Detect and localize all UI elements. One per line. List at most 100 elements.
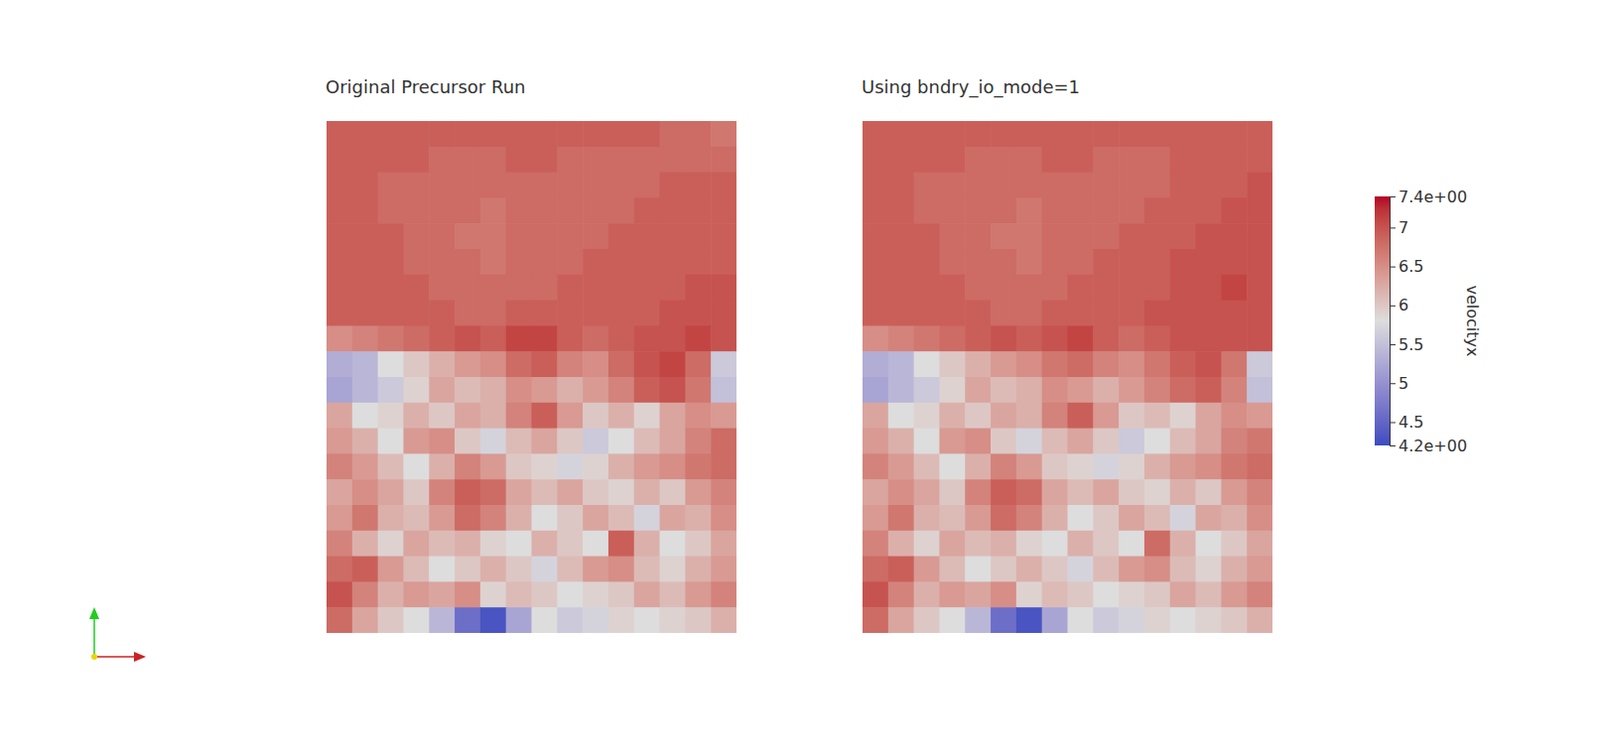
heatmap-cell — [964, 172, 991, 199]
heatmap-cell — [1042, 556, 1068, 583]
heatmap-cell — [582, 531, 609, 557]
heatmap-cell — [556, 556, 583, 583]
heatmap-cell — [454, 377, 481, 403]
heatmap-cell — [326, 377, 353, 403]
heatmap-cell — [480, 223, 507, 250]
heatmap-cell — [888, 172, 915, 199]
heatmap-cell — [862, 146, 889, 173]
colorbar-tick: 6 — [1389, 295, 1409, 315]
heatmap-cell — [1042, 351, 1068, 378]
heatmap-cell — [428, 607, 455, 634]
heatmap-cell — [990, 453, 1017, 480]
heatmap-cell — [1016, 479, 1043, 506]
heatmap-cell — [1220, 402, 1247, 429]
colorbar-tick-mark — [1389, 305, 1396, 307]
colorbar-tick-label: 6 — [1398, 295, 1409, 315]
heatmap-cell — [1067, 351, 1094, 378]
heatmap-cell — [634, 300, 661, 327]
heatmap-cell — [532, 274, 558, 301]
heatmap-cell — [1118, 531, 1145, 557]
heatmap-cell — [990, 581, 1017, 608]
heatmap-cell — [378, 377, 404, 403]
heatmap-cell — [378, 428, 404, 455]
heatmap-cell — [1170, 121, 1197, 147]
heatmap-cell — [480, 325, 507, 352]
heatmap-cell — [1118, 377, 1145, 403]
heatmap-cell — [480, 453, 507, 480]
heatmap-cell — [964, 274, 991, 301]
heatmap-cell — [1220, 325, 1247, 352]
heatmap-cell — [352, 556, 379, 583]
heatmap-cell — [402, 300, 429, 327]
heatmap-cell — [710, 300, 737, 327]
heatmap-cell — [1118, 402, 1145, 429]
heatmap-cell — [914, 607, 940, 634]
heatmap-cell — [1144, 556, 1171, 583]
heatmap-cell — [608, 300, 635, 327]
heatmap-cell — [428, 377, 455, 403]
heatmap-cell — [556, 197, 583, 224]
heatmap-cell — [634, 223, 661, 250]
heatmap-cell — [506, 428, 533, 455]
heatmap-cell — [378, 505, 404, 532]
heatmap-cell — [454, 274, 481, 301]
heatmap-cell — [710, 505, 737, 532]
heatmap-cell — [684, 556, 711, 583]
heatmap-cell — [914, 249, 940, 275]
heatmap-cell — [582, 223, 609, 250]
heatmap-cell — [1042, 377, 1068, 403]
heatmap-cell — [352, 479, 379, 506]
heatmap-cell — [1170, 556, 1197, 583]
heatmap-cell — [1196, 581, 1222, 608]
heatmap-cell — [1220, 146, 1247, 173]
heatmap-cell — [660, 223, 686, 250]
heatmap-cell — [506, 479, 533, 506]
heatmap-cell — [1118, 300, 1145, 327]
heatmap-cell — [660, 453, 686, 480]
heatmap-cell — [1246, 581, 1273, 608]
heatmap-cell — [660, 428, 686, 455]
heatmap-cell — [1220, 453, 1247, 480]
heatmap-cell — [428, 274, 455, 301]
heatmap-cell — [990, 146, 1017, 173]
heatmap-cell — [964, 531, 991, 557]
heatmap-cell — [1246, 453, 1273, 480]
heatmap-cell — [990, 556, 1017, 583]
heatmap-cell — [506, 197, 533, 224]
heatmap-cell — [1246, 351, 1273, 378]
figure: Original Precursor RunUsing bndry_io_mod… — [0, 0, 1600, 752]
heatmap-cell — [1220, 505, 1247, 532]
heatmap-cell — [454, 607, 481, 634]
heatmap-cell — [1118, 197, 1145, 224]
heatmap-cell — [1042, 121, 1068, 147]
heatmap-cell — [608, 249, 635, 275]
heatmap-cell — [1042, 223, 1068, 250]
heatmap-cell — [990, 479, 1017, 506]
heatmap-cell — [582, 581, 609, 608]
heatmap-cell — [402, 479, 429, 506]
colorbar-tick-label: 5 — [1398, 374, 1409, 394]
heatmap-cell — [352, 300, 379, 327]
heatmap-cell — [938, 581, 965, 608]
colorbar-tick-mark — [1389, 445, 1396, 447]
heatmap-cell — [454, 531, 481, 557]
heatmap-cell — [938, 531, 965, 557]
colorbar-title: velocityx — [1463, 285, 1482, 358]
heatmap-cell — [914, 197, 940, 224]
heatmap-cell — [428, 453, 455, 480]
heatmap-cell — [454, 505, 481, 532]
heatmap-cell — [990, 428, 1017, 455]
heatmap-cell — [862, 223, 889, 250]
heatmap-cell — [402, 453, 429, 480]
heatmap-cell — [660, 556, 686, 583]
heatmap-cell — [710, 428, 737, 455]
heatmap-cell — [938, 274, 965, 301]
heatmap-cell — [428, 428, 455, 455]
heatmap-cell — [428, 197, 455, 224]
heatmap-cell — [378, 531, 404, 557]
heatmap-cell — [1067, 581, 1094, 608]
heatmap-cell — [402, 531, 429, 557]
heatmap-cell — [608, 453, 635, 480]
heatmap-cell — [532, 556, 558, 583]
heatmap-cell — [634, 581, 661, 608]
